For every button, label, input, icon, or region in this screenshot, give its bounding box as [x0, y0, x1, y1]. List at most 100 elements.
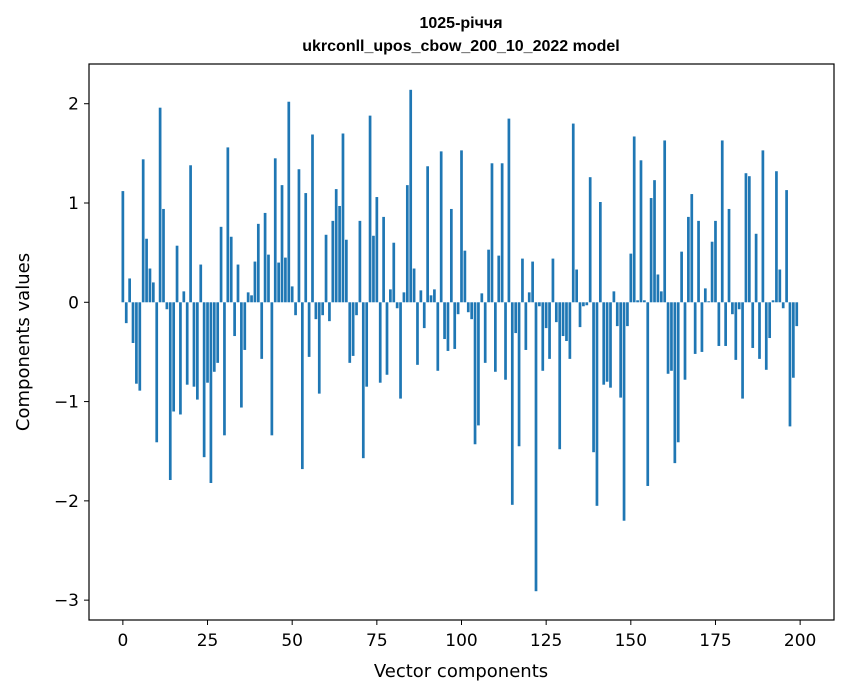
- bar: [514, 302, 518, 334]
- bar: [389, 289, 392, 303]
- bar: [131, 302, 135, 343]
- bar: [659, 291, 663, 303]
- bar: [656, 274, 660, 303]
- bar: [470, 302, 474, 320]
- bar: [121, 191, 125, 303]
- bar: [507, 118, 511, 303]
- bar: [771, 300, 775, 303]
- bar: [392, 242, 396, 303]
- bar: [124, 302, 128, 324]
- bar: [788, 302, 792, 427]
- bar: [402, 292, 406, 303]
- bar: [690, 194, 694, 303]
- bar: [768, 302, 772, 339]
- bar: [700, 302, 704, 352]
- x-axis-ticks: 0 25 50 75 100 125 150 175 200: [117, 620, 816, 651]
- bar: [385, 302, 389, 375]
- bar: [429, 295, 433, 303]
- bar: [287, 101, 291, 303]
- bar: [541, 302, 545, 371]
- bar: [558, 302, 562, 450]
- bar: [351, 302, 355, 356]
- bar: [212, 302, 216, 372]
- bar: [246, 292, 250, 303]
- x-tick-label: 25: [197, 631, 219, 651]
- bar: [317, 302, 321, 394]
- bar: [355, 302, 358, 316]
- bar: [710, 241, 714, 303]
- bar: [226, 147, 230, 303]
- bar: [524, 302, 528, 350]
- bar: [368, 115, 372, 303]
- x-tick-label: 150: [615, 631, 647, 651]
- bar: [348, 302, 352, 363]
- bar: [595, 302, 599, 506]
- bar: [466, 302, 470, 313]
- bar: [270, 302, 274, 436]
- bar: [185, 302, 189, 385]
- bar: [243, 302, 247, 350]
- bar: [331, 220, 335, 303]
- bar: [250, 295, 253, 303]
- y-tick-label: 0: [68, 293, 79, 313]
- bar: [693, 302, 697, 354]
- bar: [473, 302, 477, 445]
- bar: [419, 290, 423, 303]
- bar: [436, 302, 440, 371]
- y-tick-label: 1: [68, 194, 79, 214]
- bar: [409, 89, 413, 303]
- bar: [632, 136, 636, 303]
- y-tick-label: 2: [68, 95, 79, 115]
- bar: [504, 302, 507, 380]
- bar: [206, 302, 209, 383]
- bar: [446, 302, 450, 351]
- bar: [538, 302, 541, 307]
- x-tick-label: 200: [784, 631, 816, 651]
- bar: [754, 233, 758, 303]
- bar: [598, 202, 602, 303]
- bar: [321, 302, 325, 316]
- bar: [267, 254, 270, 303]
- bar: [199, 264, 203, 303]
- bar: [619, 302, 623, 398]
- bar: [297, 169, 301, 303]
- bar: [612, 291, 616, 303]
- bar: [731, 302, 734, 315]
- bar: [145, 238, 148, 303]
- bar: [578, 302, 582, 328]
- bar: [781, 302, 785, 309]
- y-tick-label: −2: [54, 492, 79, 512]
- bar: [592, 302, 595, 453]
- bar: [284, 257, 287, 303]
- bar: [778, 269, 782, 303]
- bar: [517, 302, 521, 447]
- bar: [168, 302, 172, 481]
- bar: [565, 302, 568, 342]
- bar: [365, 302, 369, 387]
- bar: [179, 302, 182, 415]
- bar: [622, 302, 626, 521]
- bar: [263, 212, 267, 303]
- bar: [761, 150, 765, 303]
- bar: [290, 286, 294, 303]
- bar: [548, 302, 551, 359]
- bar: [483, 302, 487, 363]
- bar: [382, 216, 385, 303]
- bar: [585, 302, 589, 306]
- bar: [720, 140, 724, 303]
- bar: [338, 205, 341, 303]
- bar: [571, 123, 575, 303]
- bar: [314, 302, 318, 320]
- bar: [439, 151, 443, 303]
- bar: [500, 163, 504, 303]
- y-axis-label: Components values: [13, 253, 34, 431]
- bar: [605, 302, 609, 382]
- bar: [477, 302, 480, 426]
- bar: [138, 302, 142, 391]
- bar: [165, 302, 169, 310]
- bar: [582, 302, 585, 307]
- bar: [609, 302, 612, 388]
- bar: [155, 302, 159, 443]
- y-tick-label: −1: [54, 393, 79, 413]
